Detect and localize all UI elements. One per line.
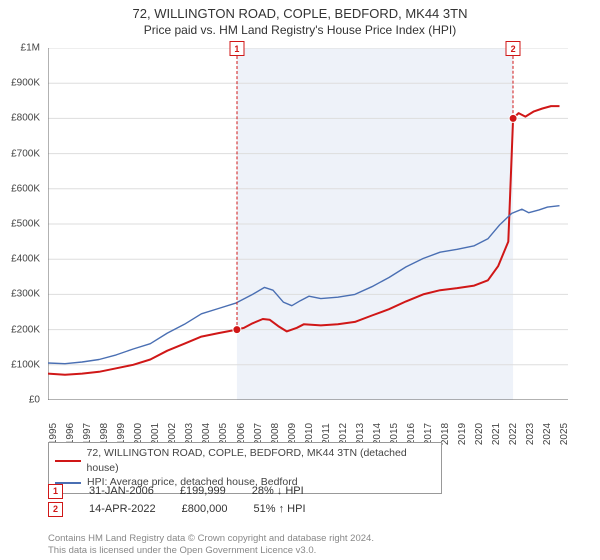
transaction-price-2: £800,000 <box>182 503 228 515</box>
chart-svg <box>48 48 568 400</box>
y-tick-label: £200K <box>11 324 40 335</box>
y-tick-label: £1M <box>21 43 40 54</box>
x-tick-label: 2023 <box>525 423 536 445</box>
y-tick-label: £0 <box>29 395 40 406</box>
transactions-table: 1 31-JAN-2006 £199,999 28% ↓ HPI 2 14-AP… <box>48 482 306 518</box>
chart-subtitle: Price paid vs. HM Land Registry's House … <box>0 23 600 37</box>
chart-title: 72, WILLINGTON ROAD, COPLE, BEDFORD, MK4… <box>0 6 600 21</box>
title-block: 72, WILLINGTON ROAD, COPLE, BEDFORD, MK4… <box>0 0 600 37</box>
y-tick-label: £800K <box>11 113 40 124</box>
plot-area: 12 <box>48 48 568 400</box>
chart-container: 72, WILLINGTON ROAD, COPLE, BEDFORD, MK4… <box>0 0 600 560</box>
x-tick-label: 2019 <box>457 423 468 445</box>
transaction-row-2: 2 14-APR-2022 £800,000 51% ↑ HPI <box>48 500 306 518</box>
transaction-date-2: 14-APR-2022 <box>89 503 156 515</box>
transaction-price-1: £199,999 <box>180 485 226 497</box>
footer-attribution: Contains HM Land Registry data © Crown c… <box>48 533 374 556</box>
sale-marker-badge: 2 <box>506 41 521 56</box>
y-tick-label: £400K <box>11 254 40 265</box>
transaction-marker-2: 2 <box>48 502 63 517</box>
footer-line-2: This data is licensed under the Open Gov… <box>48 545 374 556</box>
x-tick-label: 2022 <box>508 423 519 445</box>
legend-label-series-a: 72, WILLINGTON ROAD, COPLE, BEDFORD, MK4… <box>87 446 435 475</box>
transaction-delta-2: 51% ↑ HPI <box>254 503 306 515</box>
transaction-row-1: 1 31-JAN-2006 £199,999 28% ↓ HPI <box>48 482 306 500</box>
transaction-marker-1: 1 <box>48 484 63 499</box>
transaction-delta-1: 28% ↓ HPI <box>252 485 304 497</box>
y-tick-label: £700K <box>11 148 40 159</box>
sale-marker-stem <box>513 56 514 118</box>
y-tick-label: £500K <box>11 219 40 230</box>
x-tick-label: 2020 <box>474 423 485 445</box>
y-tick-label: £600K <box>11 183 40 194</box>
y-tick-label: £900K <box>11 78 40 89</box>
sale-marker-badge: 1 <box>229 41 244 56</box>
y-tick-label: £300K <box>11 289 40 300</box>
legend-row-series-a: 72, WILLINGTON ROAD, COPLE, BEDFORD, MK4… <box>55 446 435 475</box>
x-tick-label: 2021 <box>491 423 502 445</box>
x-tick-label: 2025 <box>559 423 570 445</box>
y-tick-label: £100K <box>11 359 40 370</box>
legend-swatch-series-a <box>55 460 81 462</box>
footer-line-1: Contains HM Land Registry data © Crown c… <box>48 533 374 544</box>
x-axis-labels: 1995199619971998199920002001200220032004… <box>48 400 568 440</box>
transaction-date-1: 31-JAN-2006 <box>89 485 154 497</box>
x-tick-label: 2024 <box>542 423 553 445</box>
y-axis-labels: £0£100K£200K£300K£400K£500K£600K£700K£80… <box>0 48 44 400</box>
sale-marker-stem <box>236 56 237 330</box>
